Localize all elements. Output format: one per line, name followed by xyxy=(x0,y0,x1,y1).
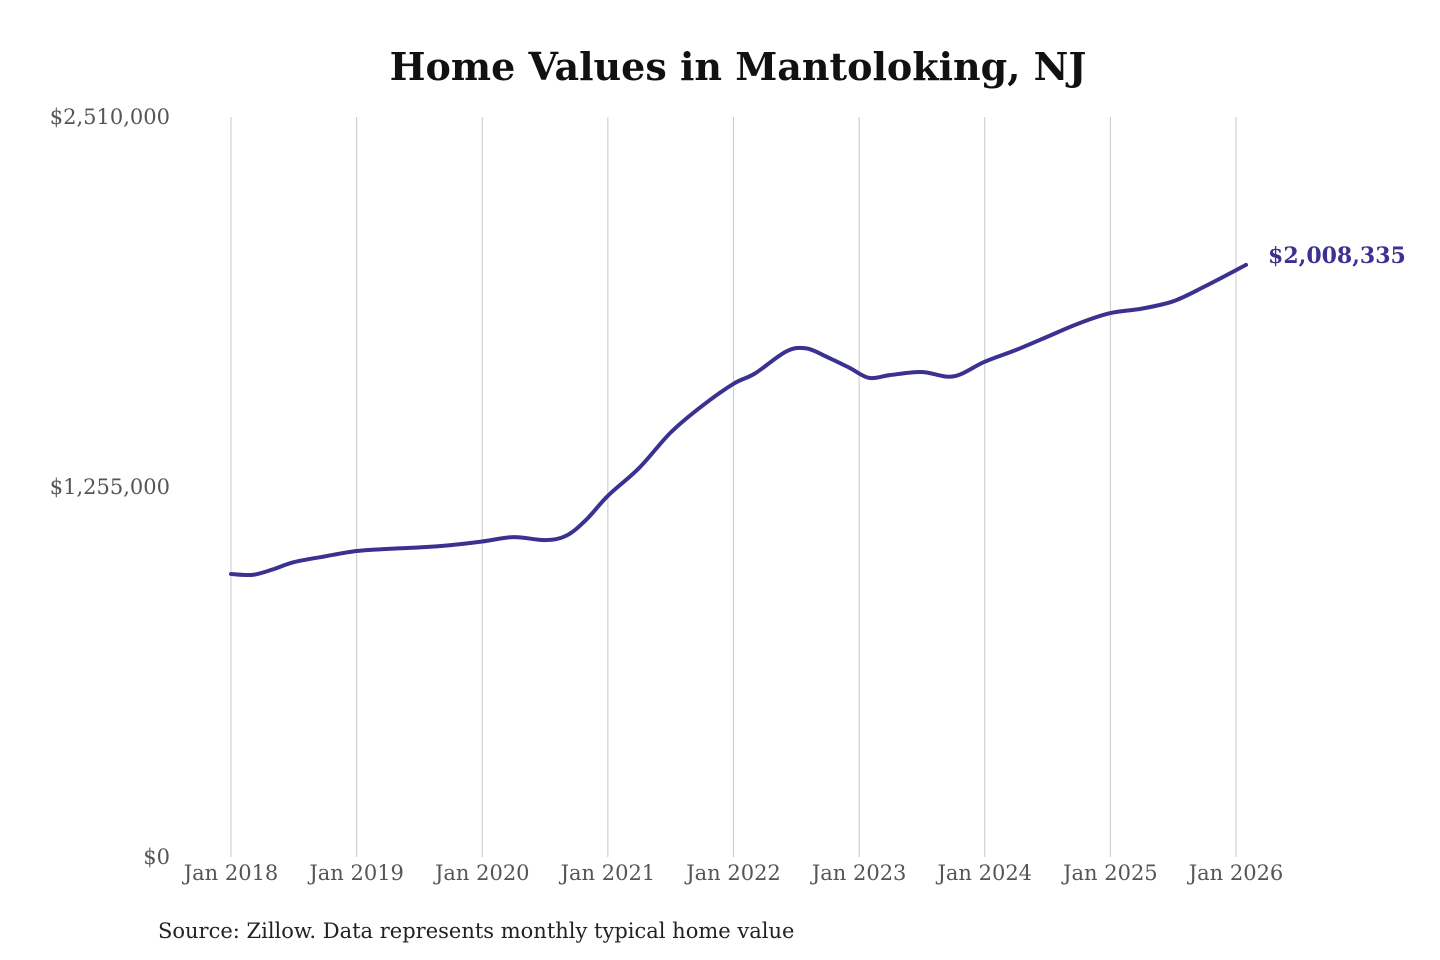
x-tick-label: Jan 2023 xyxy=(810,861,907,885)
x-tick-label: Jan 2018 xyxy=(182,861,279,885)
x-axis-ticks: Jan 2018 Jan 2019 Jan 2020 Jan 2021 Jan 2022… xyxy=(182,861,1284,885)
series-line xyxy=(229,262,1248,578)
end-value-label: $2,008,335 xyxy=(1268,243,1406,269)
y-tick-label: $1,255,000 xyxy=(50,475,170,499)
x-tick-label: Jan 2022 xyxy=(684,861,781,885)
x-tick-label: Jan 2025 xyxy=(1061,861,1158,885)
x-tick-label: Jan 2020 xyxy=(433,861,530,885)
y-tick-label: $2,510,000 xyxy=(50,105,170,129)
grid-lines xyxy=(230,117,1237,857)
x-tick-label: Jan 2021 xyxy=(559,861,656,885)
chart-title: Home Values in Mantoloking, NJ xyxy=(390,44,1087,89)
x-tick-label: Jan 2026 xyxy=(1187,861,1284,885)
x-tick-label: Jan 2019 xyxy=(307,861,404,885)
x-tick-label: Jan 2024 xyxy=(935,861,1032,885)
y-tick-label: $0 xyxy=(143,845,170,869)
y-axis-ticks: $0 $1,255,000 $2,510,000 xyxy=(50,105,170,869)
source-note: Source: Zillow. Data represents monthly … xyxy=(158,919,794,943)
